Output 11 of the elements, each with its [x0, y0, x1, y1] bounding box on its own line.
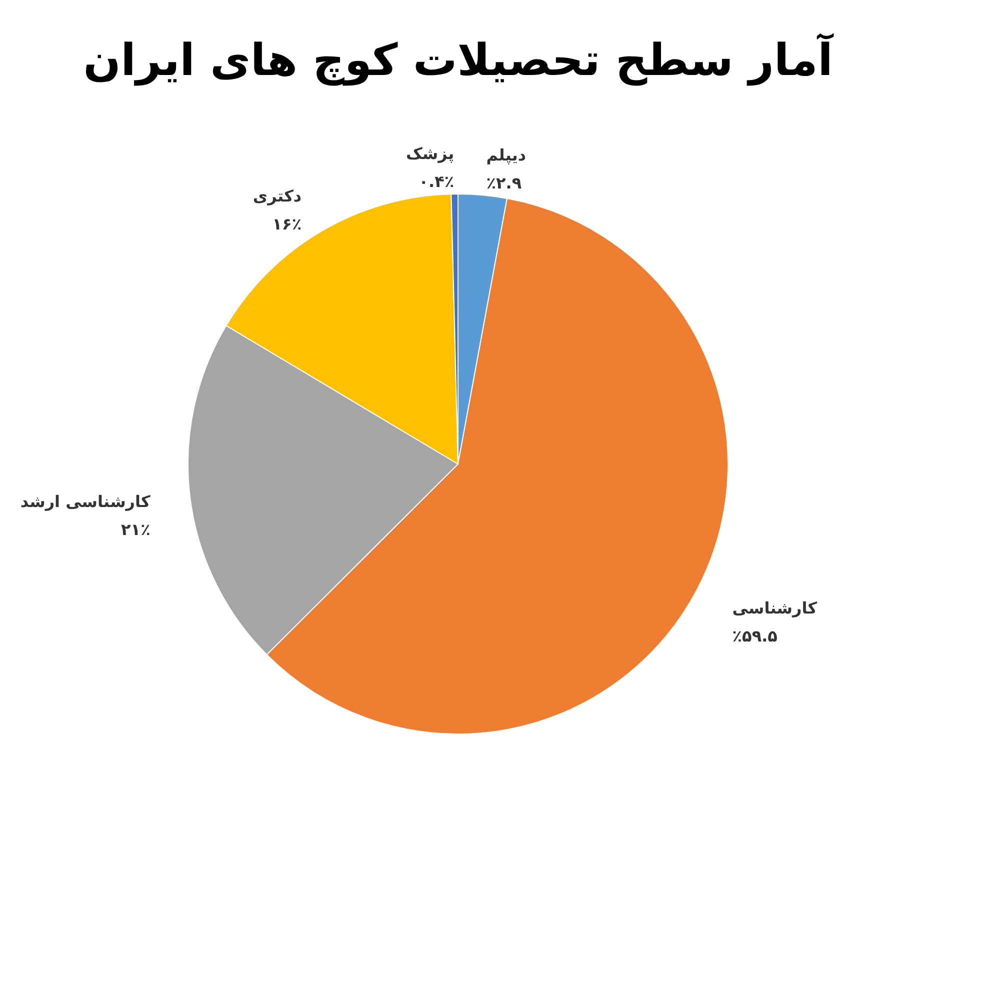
slice-label: دیپلم: [486, 145, 526, 164]
data-label: ٪۲.۹: [486, 173, 522, 192]
data-label: ٪۵۹.۵: [732, 626, 778, 646]
slice-label: پزشک: [406, 144, 454, 164]
data-label: ۰.۴٪: [418, 172, 454, 192]
slice-label: کارشناسی: [732, 598, 818, 618]
slice-label: کارشناسی ارشد: [20, 492, 152, 511]
data-label: ۱۶٪: [272, 214, 302, 234]
slice-label: دکتری: [252, 186, 302, 206]
chart-title: آمار سطح تحصیلات کوچ های ایران: [83, 32, 834, 86]
data-label: ۲۱٪: [121, 520, 150, 539]
